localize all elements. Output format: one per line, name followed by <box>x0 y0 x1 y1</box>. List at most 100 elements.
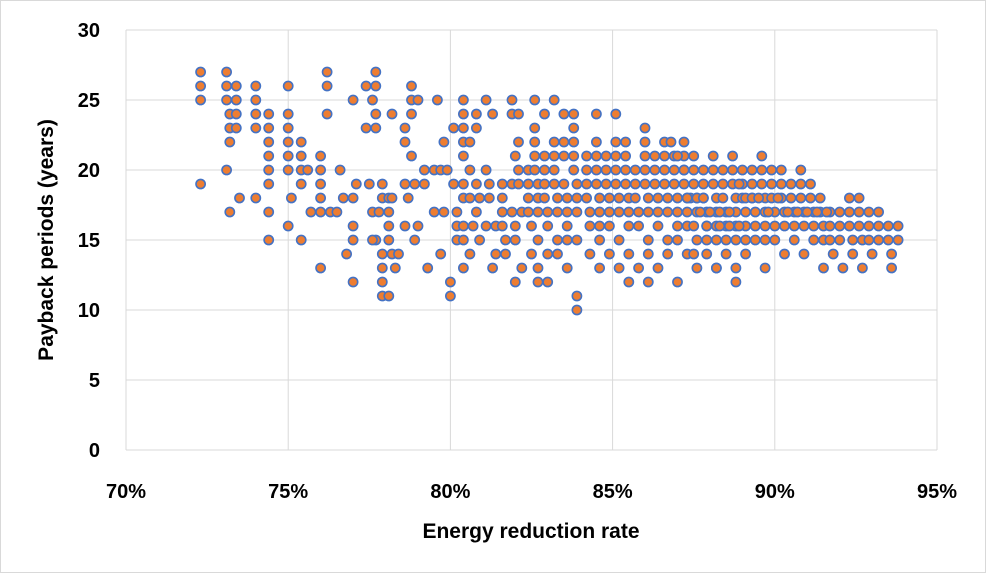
data-point <box>457 234 469 246</box>
data-point <box>620 178 631 190</box>
data-point <box>769 234 781 246</box>
data-point <box>571 206 583 218</box>
data-point <box>642 234 654 246</box>
data-point <box>844 192 855 204</box>
data-point <box>561 192 573 204</box>
data-point <box>399 136 411 148</box>
data-point <box>263 234 275 246</box>
data-point <box>558 178 570 190</box>
data-point <box>529 136 541 148</box>
data-point <box>367 94 378 106</box>
data-point <box>315 178 326 190</box>
data-point <box>441 164 453 176</box>
data-point <box>552 248 563 260</box>
data-point <box>571 290 583 302</box>
x-tick-label: 70% <box>106 481 146 503</box>
data-point <box>581 164 592 176</box>
data-point <box>717 178 729 190</box>
data-point <box>788 234 800 246</box>
data-point <box>821 206 833 218</box>
data-point <box>558 136 570 148</box>
data-point <box>457 262 469 274</box>
data-point <box>749 206 761 218</box>
data-point <box>629 178 641 190</box>
data-point <box>639 122 651 134</box>
data-point <box>746 164 758 176</box>
data-point <box>522 206 534 218</box>
data-point <box>376 262 388 274</box>
data-point <box>724 220 735 232</box>
data-point <box>834 234 846 246</box>
y-tick-label: 5 <box>89 370 100 392</box>
data-point <box>759 262 771 274</box>
data-point <box>892 220 904 232</box>
data-point <box>282 164 294 176</box>
data-point <box>678 136 690 148</box>
y-tick-label: 15 <box>78 230 100 252</box>
data-point <box>620 136 631 148</box>
data-point <box>457 150 469 162</box>
data-point <box>412 220 424 232</box>
data-point <box>558 108 570 120</box>
data-point <box>568 164 580 176</box>
data-point <box>195 94 206 106</box>
data-point <box>532 206 544 218</box>
data-point <box>496 178 508 190</box>
data-point <box>610 164 622 176</box>
data-point <box>662 192 674 204</box>
data-point <box>662 206 674 218</box>
data-point <box>688 150 700 162</box>
data-point <box>746 178 758 190</box>
data-point <box>406 108 417 120</box>
data-point <box>782 206 794 218</box>
data-point <box>539 150 550 162</box>
data-point <box>295 234 307 246</box>
data-point <box>542 248 554 260</box>
data-point <box>668 164 680 176</box>
data-point <box>522 178 534 190</box>
data-point <box>552 192 563 204</box>
data-point <box>837 262 849 274</box>
x-tick-label: 80% <box>430 481 470 503</box>
data-point <box>805 192 816 204</box>
data-point <box>431 94 443 106</box>
data-point <box>195 178 206 190</box>
data-point <box>513 164 524 176</box>
y-tick-label: 25 <box>78 90 100 112</box>
data-point <box>409 234 421 246</box>
data-point <box>613 234 625 246</box>
data-point <box>672 206 683 218</box>
data-point <box>788 220 800 232</box>
data-point <box>539 192 550 204</box>
data-point <box>591 178 602 190</box>
data-point <box>230 80 242 92</box>
data-point <box>811 206 823 218</box>
data-point <box>370 122 382 134</box>
data-point <box>470 206 482 218</box>
data-point <box>221 94 232 106</box>
data-point <box>263 164 275 176</box>
data-point <box>857 262 868 274</box>
data-point <box>714 220 726 232</box>
data-point <box>480 220 492 232</box>
data-point <box>315 150 326 162</box>
data-point <box>389 262 401 274</box>
data-point <box>594 220 605 232</box>
data-point <box>604 206 615 218</box>
data-point <box>798 248 810 260</box>
data-point <box>509 234 521 246</box>
data-point <box>500 234 511 246</box>
data-point <box>824 220 836 232</box>
data-point <box>347 220 359 232</box>
data-point <box>604 248 615 260</box>
data-point <box>532 234 544 246</box>
data-point <box>224 206 236 218</box>
data-point <box>594 234 605 246</box>
data-point <box>539 178 550 190</box>
data-point <box>506 206 518 218</box>
data-point <box>769 220 781 232</box>
data-point <box>652 206 664 218</box>
data-point <box>659 150 670 162</box>
data-point <box>792 206 803 218</box>
